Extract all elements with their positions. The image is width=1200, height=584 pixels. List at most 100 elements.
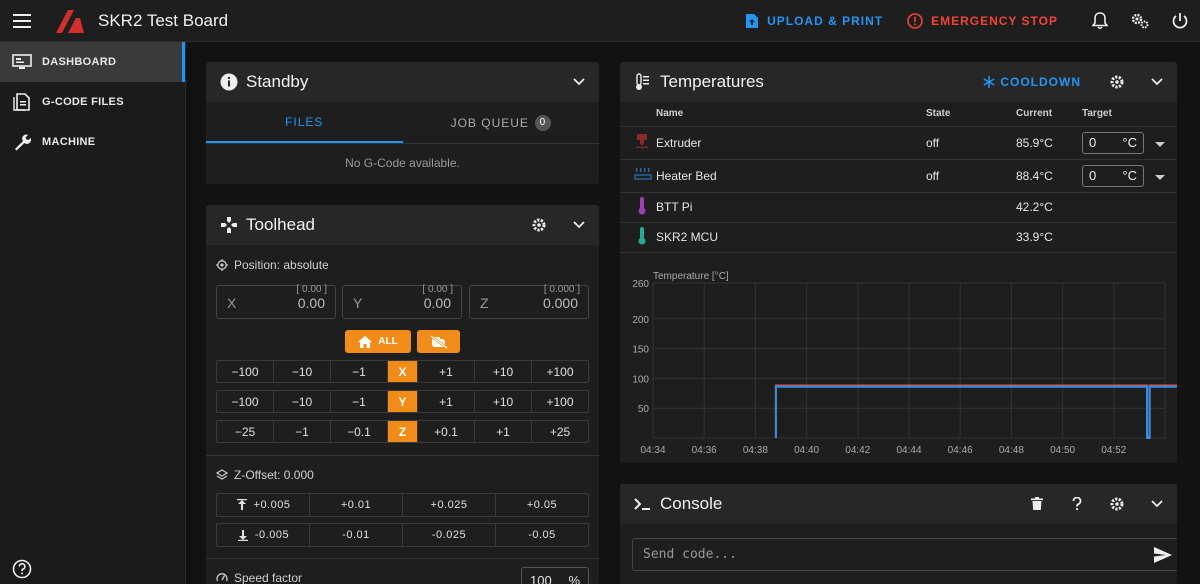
collapse-status-button[interactable] — [559, 62, 599, 102]
home-z-button[interactable]: Z — [388, 421, 418, 442]
sensor-current: 33.9°C — [1016, 222, 1082, 253]
z-offset-up-0-005[interactable]: +0.005 — [217, 494, 310, 516]
toolhead-card: Toolhead Position: absolute X [ 0.00 ] 0… — [206, 205, 599, 584]
position-mode: Position: absolute — [216, 258, 329, 272]
divider — [206, 455, 599, 456]
emergency-stop-label: EMERGENCY STOP — [931, 14, 1058, 28]
jog-y-plus-10[interactable]: +10 — [475, 391, 532, 412]
tab-files[interactable]: FILES — [206, 102, 403, 143]
gear-icon — [1110, 75, 1124, 89]
status-card: Standby FILES JOB QUEUE 0 No G-Code avail… — [206, 62, 599, 184]
jog-x-minus-10[interactable]: −10 — [274, 361, 331, 382]
x-tick-label: 04:48 — [999, 445, 1024, 456]
jog-x-plus-10[interactable]: +10 — [475, 361, 532, 382]
notifications-button[interactable] — [1080, 0, 1120, 42]
tab-files-label: FILES — [285, 114, 324, 129]
position-x-axis: X — [227, 295, 237, 311]
jog-z-plus-1[interactable]: +1 — [475, 421, 532, 442]
jog-x-plus-1[interactable]: +1 — [418, 361, 475, 382]
jog-x-minus-100[interactable]: −100 — [217, 361, 274, 382]
toolhead-settings-button[interactable] — [519, 205, 559, 245]
jog-z-plus-25[interactable]: +25 — [549, 424, 571, 439]
jog-y-minus-100[interactable]: −100 — [217, 391, 274, 412]
heater-bed-target-input[interactable]: 0 °C — [1082, 164, 1144, 187]
z-offset-down-0-005[interactable]: -0.005 — [217, 524, 310, 546]
job-queue-count-badge: 0 — [534, 114, 551, 131]
menu-down-icon — [1155, 141, 1166, 147]
app-title: SKR2 Test Board — [98, 10, 229, 30]
emergency-stop-button[interactable]: EMERGENCY STOP — [907, 13, 1058, 29]
console-settings-button[interactable] — [1097, 484, 1137, 524]
z-offset-up-label: +0.005 — [253, 499, 291, 511]
position-y-field[interactable]: Y [ 0.00 ] 0.00 — [342, 284, 462, 319]
speed-factor-row: Speed factor — [216, 571, 302, 584]
snowflake-icon — [983, 76, 995, 88]
jog-x-plus-100[interactable]: +100 — [546, 364, 574, 379]
settings-button[interactable] — [1120, 0, 1160, 42]
position-x-field[interactable]: X [ 0.00 ] 0.00 — [216, 284, 336, 319]
jog-z-minus-25[interactable]: −25 — [217, 421, 274, 442]
jog-x-minus-1[interactable]: −1 — [331, 361, 388, 382]
z-offset-up-0-01[interactable]: +0.01 — [310, 494, 403, 516]
temperatures-settings-button[interactable] — [1097, 62, 1137, 102]
jog-row-x: −100 −10 −1 X +1 +10 +100 — [216, 360, 589, 383]
temperatures-card-title: Temperatures — [660, 72, 764, 91]
send-command-button[interactable] — [1154, 547, 1172, 567]
help-icon — [1072, 497, 1082, 510]
extruder-target-input[interactable]: 0 °C — [1082, 131, 1144, 154]
jog-y-minus-1[interactable]: −1 — [331, 391, 388, 412]
jog-y-minus-10[interactable]: −10 — [274, 391, 331, 412]
position-z-field[interactable]: Z [ 0.000 ] 0.000 — [469, 284, 589, 319]
sensor-name: SKR2 MCU — [656, 222, 926, 253]
jog-y-plus-1[interactable]: +1 — [418, 391, 475, 412]
file-document-icon — [13, 93, 30, 111]
jog-y-plus-100[interactable]: +100 — [546, 394, 574, 409]
jog-z-minus-0-1[interactable]: −0.1 — [331, 421, 388, 442]
home-all-button[interactable]: ALL — [345, 330, 411, 353]
heater-name: Extruder — [656, 126, 926, 160]
collapse-toolhead-button[interactable] — [559, 205, 599, 245]
jog-z-minus-1[interactable]: −1 — [274, 421, 331, 442]
motors-off-button[interactable] — [417, 330, 460, 353]
cooldown-button[interactable]: COOLDOWN — [983, 75, 1081, 89]
send-icon — [1154, 547, 1172, 563]
home-y-button[interactable]: Y — [388, 391, 418, 412]
file-upload-icon — [746, 14, 759, 28]
temperatures-card: Temperatures COOLDOWN Name State Current… — [620, 62, 1177, 463]
sidebar-item-machine[interactable]: MACHINE — [0, 122, 185, 162]
extruder-presets-dropdown[interactable] — [1155, 137, 1166, 151]
console-command-input[interactable]: Send code... — [632, 538, 1177, 571]
engine-off-icon — [429, 334, 448, 349]
z-offset-down-0-05[interactable]: -0.05 — [528, 529, 556, 541]
speed-factor-input[interactable]: 100 % — [521, 567, 589, 584]
tab-job-queue[interactable]: JOB QUEUE 0 — [403, 102, 600, 143]
z-offset-up-0-025[interactable]: +0.025 — [403, 494, 496, 516]
y-tick-label: 50 — [638, 404, 650, 415]
z-offset-down-0-025[interactable]: -0.025 — [403, 524, 496, 546]
heater-bed-presets-dropdown[interactable] — [1155, 170, 1166, 184]
clear-console-button[interactable] — [1017, 484, 1057, 524]
cogs-icon — [1131, 13, 1149, 29]
collapse-temperatures-button[interactable] — [1137, 62, 1177, 102]
help-circle-icon[interactable] — [12, 559, 32, 582]
sidebar-item-gcode-files[interactable]: G-CODE FILES — [0, 82, 185, 122]
upload-print-button[interactable]: UPLOAD & PRINT — [745, 13, 883, 29]
table-row: Heater Bed off 88.4°C 0 °C — [620, 159, 1177, 193]
console-help-button[interactable] — [1057, 484, 1097, 524]
jog-z-plus-0-1[interactable]: +0.1 — [418, 421, 475, 442]
z-offset-up-0-05[interactable]: +0.05 — [526, 499, 558, 511]
top-app-bar: SKR2 Test Board UPLOAD & PRINT EMERGENCY… — [0, 0, 1200, 42]
collapse-console-button[interactable] — [1137, 484, 1177, 524]
z-offset-down-0-01[interactable]: -0.01 — [310, 524, 403, 546]
power-button[interactable] — [1160, 0, 1200, 42]
menu-icon[interactable] — [0, 13, 44, 28]
column-header-name: Name — [656, 102, 926, 127]
status-card-title: Standby — [246, 72, 309, 91]
thermometer-icon — [638, 226, 646, 244]
home-icon — [358, 335, 373, 348]
sidebar-item-dashboard[interactable]: DASHBOARD — [0, 42, 185, 82]
sensor-name: BTT Pi — [656, 192, 926, 223]
z-offset-down-label: -0.005 — [254, 529, 290, 541]
home-x-button[interactable]: X — [388, 361, 418, 382]
bell-icon — [1092, 12, 1108, 30]
